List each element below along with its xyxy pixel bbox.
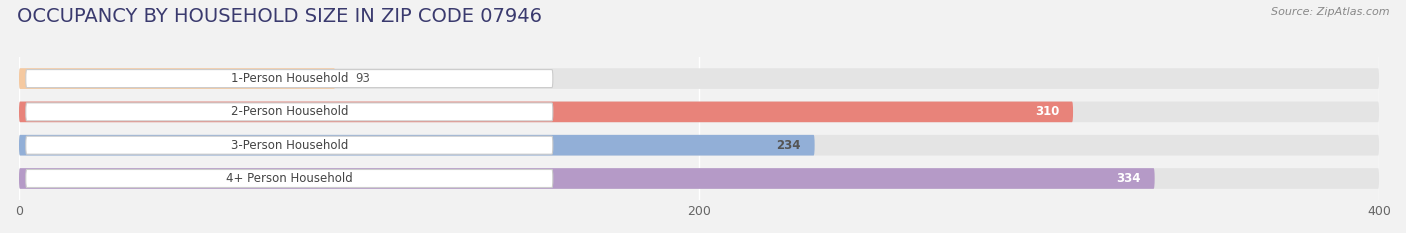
FancyBboxPatch shape [20, 168, 1379, 189]
Text: OCCUPANCY BY HOUSEHOLD SIZE IN ZIP CODE 07946: OCCUPANCY BY HOUSEHOLD SIZE IN ZIP CODE … [17, 7, 541, 26]
Text: 310: 310 [1035, 105, 1060, 118]
Text: 93: 93 [356, 72, 371, 85]
FancyBboxPatch shape [20, 68, 1379, 89]
FancyBboxPatch shape [25, 136, 553, 154]
Text: 2-Person Household: 2-Person Household [231, 105, 349, 118]
FancyBboxPatch shape [25, 70, 553, 88]
FancyBboxPatch shape [20, 102, 1379, 122]
FancyBboxPatch shape [20, 135, 1379, 155]
Text: 4+ Person Household: 4+ Person Household [226, 172, 353, 185]
FancyBboxPatch shape [20, 68, 335, 89]
FancyBboxPatch shape [25, 169, 553, 188]
Text: Source: ZipAtlas.com: Source: ZipAtlas.com [1271, 7, 1389, 17]
Text: 234: 234 [776, 139, 801, 152]
Text: 1-Person Household: 1-Person Household [231, 72, 349, 85]
FancyBboxPatch shape [20, 168, 1154, 189]
FancyBboxPatch shape [25, 103, 553, 121]
Text: 334: 334 [1116, 172, 1142, 185]
Text: 3-Person Household: 3-Person Household [231, 139, 349, 152]
FancyBboxPatch shape [20, 102, 1073, 122]
FancyBboxPatch shape [20, 135, 814, 155]
